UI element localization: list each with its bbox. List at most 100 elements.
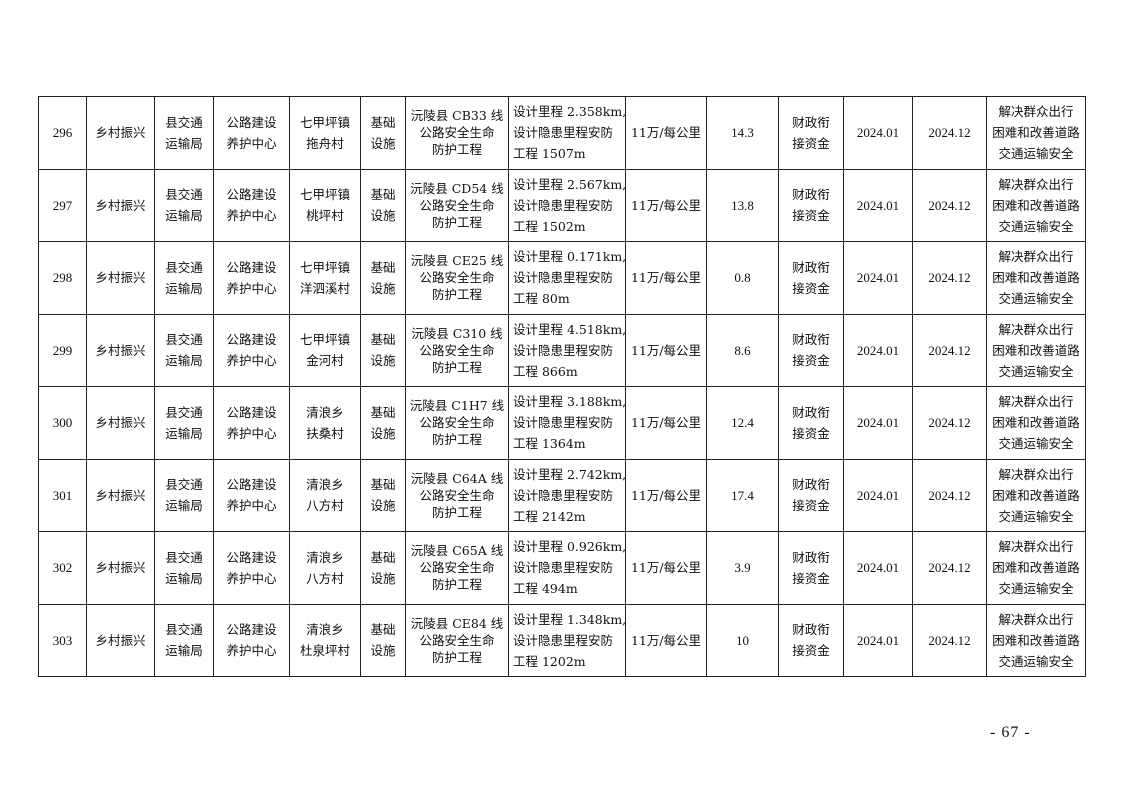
project-table: 296 乡村振兴 县交通 运输局 公路建设 养护中心 七甲坪镇 拖舟村 基础 设施 沅陵… bbox=[38, 96, 1086, 677]
cell-text-desc2: 设计隐患里程安防 bbox=[513, 415, 614, 431]
cell-text-goal1: 解决群众出行 bbox=[998, 611, 1074, 627]
cell-text-loc1: 七甲坪镇 bbox=[299, 332, 350, 348]
cell-text-goal2: 困难和改善道路 bbox=[992, 487, 1080, 503]
cell-text-goal1: 解决群众出行 bbox=[998, 539, 1074, 555]
cell-text-loc1: 清浪乡 bbox=[306, 622, 344, 638]
project-goal: 解决群众出行 困难和改善道路 交通运输安全 bbox=[986, 313, 1086, 387]
department: 县交通 运输局 bbox=[154, 531, 214, 605]
cell-text-loc2: 杜泉坪村 bbox=[299, 643, 350, 659]
cell-text-fund2: 接资金 bbox=[792, 135, 830, 151]
project-description: 设计里程 2.358km, 设计隐患里程安防 工程 1507m bbox=[508, 96, 627, 170]
cell-text-dept1: 县交通 bbox=[165, 404, 203, 420]
cell-text-no: 298 bbox=[52, 270, 73, 286]
cell-text-desc3: 工程 1202m bbox=[513, 653, 586, 669]
cell-text-proj1: 沅陵县 CB33 线 bbox=[410, 108, 504, 124]
category: 乡村振兴 bbox=[86, 96, 155, 170]
project-goal: 解决群众出行 困难和改善道路 交通运输安全 bbox=[986, 531, 1086, 605]
category: 乡村振兴 bbox=[86, 313, 155, 387]
row-number: 299 bbox=[38, 313, 87, 387]
cell-text-proj1: 沅陵县 CD54 线 bbox=[410, 180, 504, 196]
cell-text-fund2: 接资金 bbox=[792, 208, 830, 224]
cell-text-category: 乡村振兴 bbox=[95, 197, 146, 213]
cell-text-desc3: 工程 1502m bbox=[513, 218, 586, 234]
cell-text-unit2: 养护中心 bbox=[226, 498, 277, 514]
cell-text-unit2: 养护中心 bbox=[226, 135, 277, 151]
category: 乡村振兴 bbox=[86, 531, 155, 605]
start-date: 2024.01 bbox=[843, 313, 913, 387]
cell-text-fund1: 财政衔 bbox=[792, 187, 830, 203]
project-description: 设计里程 2.742km, 设计隐患里程安防 工程 2142m bbox=[508, 458, 626, 532]
start-date: 2024.01 bbox=[843, 458, 913, 532]
cell-text-desc2: 设计隐患里程安防 bbox=[513, 270, 614, 286]
table-row: 298 乡村振兴 县交通 运输局 公路建设 养护中心 七甲坪镇 洋泗溪村 基础 设施 沅… bbox=[38, 241, 1086, 315]
cell-text-fund1: 财政衔 bbox=[792, 477, 830, 493]
cell-text-fund2: 接资金 bbox=[792, 425, 830, 441]
cell-text-desc2: 设计隐患里程安防 bbox=[513, 487, 614, 503]
cell-text-goal2: 困难和改善道路 bbox=[992, 415, 1080, 431]
row-number: 297 bbox=[38, 168, 87, 242]
category: 乡村振兴 bbox=[86, 386, 155, 460]
department: 县交通 运输局 bbox=[154, 168, 214, 242]
cell-text-unit1: 公路建设 bbox=[226, 549, 277, 565]
amount: 0.8 bbox=[706, 241, 779, 315]
cell-text-desc1: 设计里程 0.926km, bbox=[513, 539, 627, 555]
project-type: 基础 设施 bbox=[360, 458, 406, 532]
cell-text-loc1: 七甲坪镇 bbox=[299, 259, 350, 275]
cell-text-proj1: 沅陵县 C65A 线 bbox=[410, 543, 504, 559]
project-description: 设计里程 0.926km, 设计隐患里程安防 工程 494m bbox=[508, 531, 627, 605]
project-type: 基础 设施 bbox=[360, 386, 406, 460]
cell-text-unit1: 公路建设 bbox=[226, 404, 277, 420]
cell-text-proj1: 沅陵县 C310 线 bbox=[411, 325, 503, 341]
cell-text-desc1: 设计里程 2.358km, bbox=[513, 104, 627, 120]
start-date: 2024.01 bbox=[843, 168, 913, 242]
implementing-unit: 公路建设 养护中心 bbox=[213, 313, 290, 387]
end-date: 2024.12 bbox=[912, 531, 987, 605]
location: 清浪乡 杜泉坪村 bbox=[289, 603, 361, 677]
cell-text-proj3: 防护工程 bbox=[431, 577, 482, 593]
cell-text-proj2: 公路安全生命 bbox=[419, 125, 495, 141]
amount: 14.3 bbox=[706, 96, 779, 170]
end-date: 2024.12 bbox=[912, 241, 987, 315]
cell-text-no: 297 bbox=[52, 197, 73, 213]
cell-text-fund1: 财政衔 bbox=[792, 549, 830, 565]
cell-text-end: 2024.12 bbox=[928, 197, 971, 213]
cell-text-proj2: 公路安全生命 bbox=[419, 487, 495, 503]
cell-text-loc2: 拖舟村 bbox=[306, 135, 344, 151]
cell-text-proj1: 沅陵县 CE25 线 bbox=[410, 253, 504, 269]
cell-text-start: 2024.01 bbox=[856, 487, 900, 503]
row-number: 301 bbox=[38, 458, 87, 532]
cell-text-unit1: 公路建设 bbox=[226, 332, 277, 348]
cell-text-unit2: 养护中心 bbox=[226, 208, 277, 224]
project-goal: 解决群众出行 困难和改善道路 交通运输安全 bbox=[986, 458, 1086, 532]
cell-text-unit1: 公路建设 bbox=[226, 477, 277, 493]
cell-text-goal1: 解决群众出行 bbox=[998, 249, 1074, 265]
table-row: 300 乡村振兴 县交通 运输局 公路建设 养护中心 清浪乡 扶桑村 基础 设施 沅陵县… bbox=[38, 386, 1086, 460]
cell-text-loc1: 清浪乡 bbox=[306, 477, 344, 493]
cell-text-goal1: 解决群众出行 bbox=[998, 104, 1074, 120]
cell-text-type2: 设施 bbox=[370, 353, 396, 369]
project-goal: 解决群众出行 困难和改善道路 交通运输安全 bbox=[986, 168, 1086, 242]
table-row: 302 乡村振兴 县交通 运输局 公路建设 养护中心 清浪乡 八方村 基础 设施 沅陵县… bbox=[38, 531, 1086, 605]
page-number: - 67 - bbox=[990, 724, 1031, 741]
cell-text-type1: 基础 bbox=[370, 114, 396, 130]
category: 乡村振兴 bbox=[86, 458, 155, 532]
subsidy-standard: 11万/每公里 bbox=[625, 96, 707, 170]
cell-text-amount: 8.6 bbox=[734, 342, 751, 358]
cell-text-goal3: 交通运输安全 bbox=[998, 653, 1074, 669]
row-number: 303 bbox=[38, 603, 87, 677]
cell-text-goal1: 解决群众出行 bbox=[998, 176, 1074, 192]
cell-text-fund1: 财政衔 bbox=[792, 332, 830, 348]
cell-text-desc3: 工程 1364m bbox=[513, 436, 586, 452]
row-number: 296 bbox=[38, 96, 87, 170]
fund-source: 财政衔 接资金 bbox=[778, 241, 844, 315]
fund-source: 财政衔 接资金 bbox=[778, 313, 844, 387]
cell-text-amount: 10 bbox=[736, 632, 749, 648]
cell-text-amount: 3.9 bbox=[734, 560, 751, 576]
cell-text-category: 乡村振兴 bbox=[95, 487, 146, 503]
cell-text-std: 11万/每公里 bbox=[630, 342, 702, 358]
amount: 3.9 bbox=[706, 531, 779, 605]
cell-text-proj3: 防护工程 bbox=[431, 649, 482, 665]
cell-text-goal1: 解决群众出行 bbox=[998, 321, 1074, 337]
cell-text-category: 乡村振兴 bbox=[95, 270, 146, 286]
end-date: 2024.12 bbox=[912, 603, 987, 677]
